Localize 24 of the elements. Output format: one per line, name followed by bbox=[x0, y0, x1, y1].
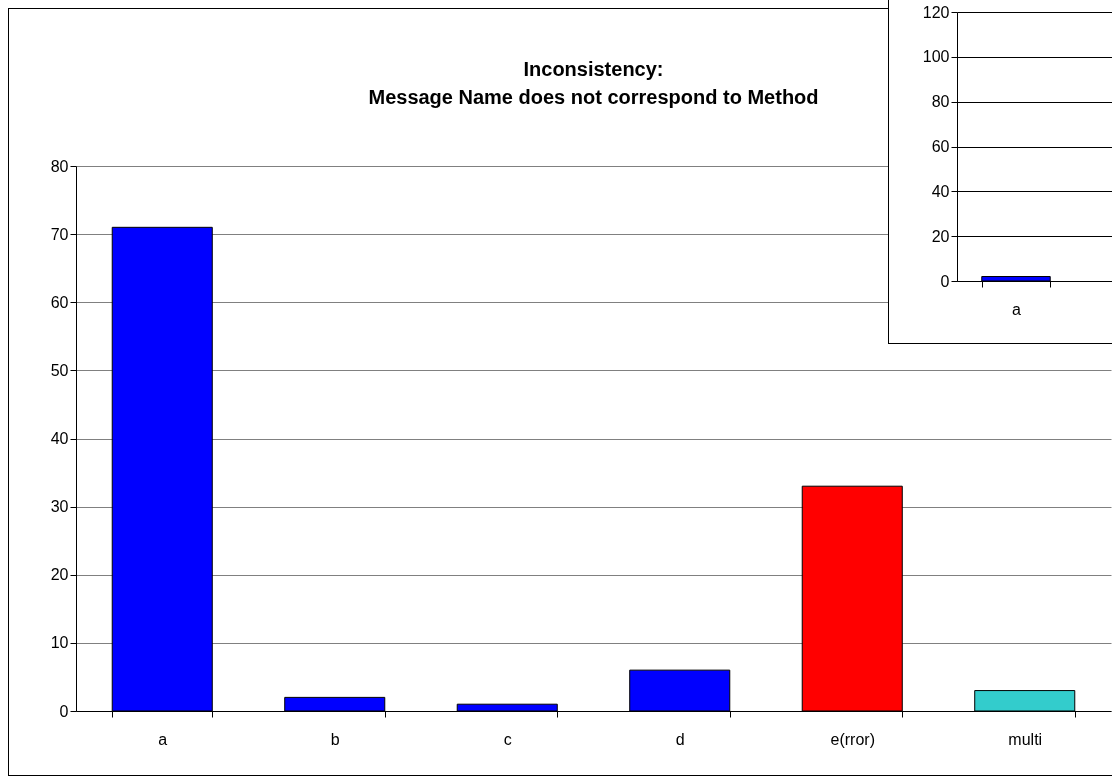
x-tick-label: b bbox=[330, 730, 340, 748]
y-tick-label: 70 bbox=[50, 225, 69, 243]
y-tick-label: 0 bbox=[59, 702, 69, 720]
x-tick-label: a bbox=[1012, 300, 1022, 318]
y-tick-label: 20 bbox=[50, 566, 69, 584]
y-tick-label: 40 bbox=[931, 182, 950, 200]
chart-title: Inconsistency: Message Name does not correspond to Method bbox=[368, 58, 819, 108]
y-tick-label: 0 bbox=[940, 272, 950, 290]
y-tick-label: 30 bbox=[50, 498, 69, 516]
x-tick-label: e(rror) bbox=[830, 730, 875, 748]
y-tick-label: 80 bbox=[931, 93, 950, 111]
x-tick-label: a bbox=[158, 730, 168, 748]
x-tick-label: c bbox=[503, 730, 512, 748]
y-tick-label: 50 bbox=[50, 361, 69, 379]
y-tick-label: 10 bbox=[50, 634, 69, 652]
y-tick-label: 80 bbox=[50, 157, 69, 175]
y-tick-label: 60 bbox=[50, 293, 69, 311]
y-tick-label: 100 bbox=[922, 48, 950, 66]
x-tick-label: multi bbox=[1008, 730, 1043, 748]
y-tick-label: 120 bbox=[922, 3, 950, 21]
y-tick-label: 20 bbox=[931, 227, 950, 245]
x-tick-label: d bbox=[675, 730, 685, 748]
y-tick-label: 40 bbox=[50, 430, 69, 447]
y-tick-label: 60 bbox=[931, 138, 950, 155]
